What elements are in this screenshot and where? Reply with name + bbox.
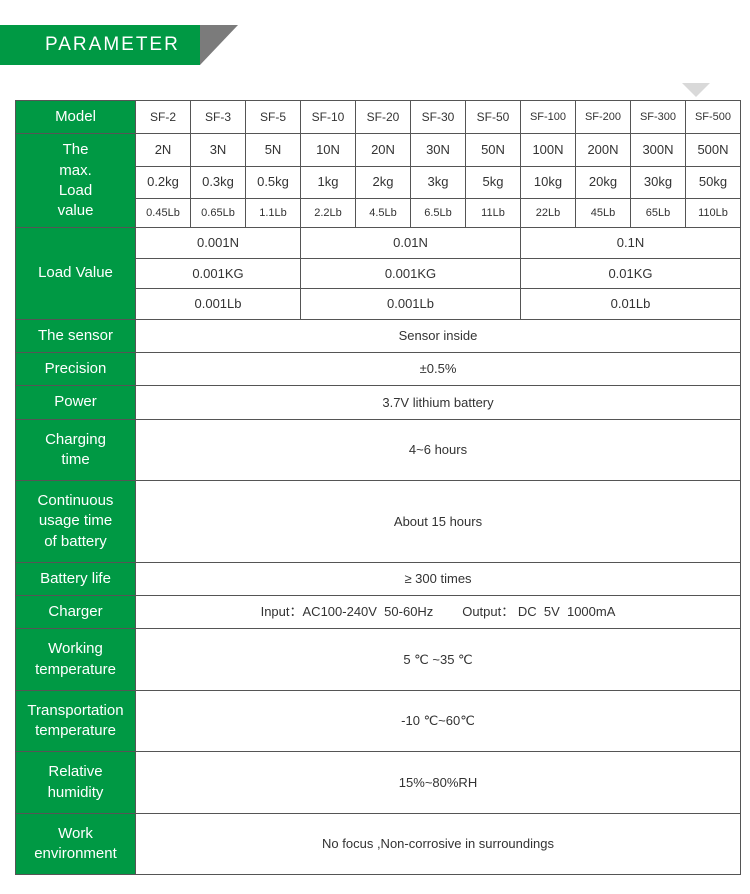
label-power: Power (16, 386, 136, 419)
maxload-lb-2: 1.1Lb (246, 198, 301, 227)
lv-g2-n: 0.01N (301, 228, 521, 259)
model-7: SF-100 (521, 101, 576, 134)
maxload-n-5: 30N (411, 134, 466, 166)
value-battery-life: ≥ 300 times (136, 562, 741, 595)
maxload-lb-7: 22Lb (521, 198, 576, 227)
model-8: SF-200 (576, 101, 631, 134)
maxload-lb-4: 4.5Lb (356, 198, 411, 227)
value-work-env: No focus ,Non-corrosive in surroundings (136, 813, 741, 875)
maxload-lb-3: 2.2Lb (301, 198, 356, 227)
model-6: SF-50 (466, 101, 521, 134)
maxload-kg-3: 1kg (301, 166, 356, 198)
value-rel-humidity: 15%~80%RH (136, 752, 741, 814)
maxload-n-8: 200N (576, 134, 631, 166)
label-charging-time: Chargingtime (16, 419, 136, 481)
maxload-n-3: 10N (301, 134, 356, 166)
maxload-kg-9: 30kg (631, 166, 686, 198)
value-precision: ±0.5% (136, 353, 741, 386)
lv-g3-n: 0.1N (521, 228, 741, 259)
maxload-lb-9: 65Lb (631, 198, 686, 227)
label-battery-life: Battery life (16, 562, 136, 595)
maxload-lb-10: 110Lb (686, 198, 741, 227)
model-1: SF-3 (191, 101, 246, 134)
maxload-kg-2: 0.5kg (246, 166, 301, 198)
maxload-kg-10: 50kg (686, 166, 741, 198)
maxload-lb-8: 45Lb (576, 198, 631, 227)
value-work-temp: 5 ℃ ~35 ℃ (136, 629, 741, 691)
model-0: SF-2 (136, 101, 191, 134)
maxload-kg-6: 5kg (466, 166, 521, 198)
maxload-n-4: 20N (356, 134, 411, 166)
value-charger: Input：AC100-240V 50-60Hz Output： DC 5V 1… (136, 596, 741, 629)
maxload-n-10: 500N (686, 134, 741, 166)
lv-g2-kg: 0.001KG (301, 258, 521, 289)
label-charging-time-text: Chargingtime (20, 430, 131, 471)
label-cont-usage: Continuoususage timeof battery (16, 481, 136, 563)
maxload-kg-7: 10kg (521, 166, 576, 198)
model-2: SF-5 (246, 101, 301, 134)
lv-g1-n: 0.001N (136, 228, 301, 259)
maxload-kg-0: 0.2kg (136, 166, 191, 198)
maxload-n-6: 50N (466, 134, 521, 166)
label-sensor: The sensor (16, 319, 136, 352)
model-4: SF-20 (356, 101, 411, 134)
lv-g1-lb: 0.001Lb (136, 289, 301, 320)
maxload-kg-8: 20kg (576, 166, 631, 198)
label-precision: Precision (16, 353, 136, 386)
maxload-n-2: 5N (246, 134, 301, 166)
header-banner: PARAMETER (0, 25, 750, 65)
header-title: PARAMETER (0, 25, 200, 65)
maxload-kg-5: 3kg (411, 166, 466, 198)
lv-g3-lb: 0.01Lb (521, 289, 741, 320)
label-max-load-text: Themax.Loadvalue (18, 140, 133, 221)
maxload-n-1: 3N (191, 134, 246, 166)
label-rel-humidity-text: Relativehumidity (20, 762, 131, 803)
maxload-lb-6: 11Lb (466, 198, 521, 227)
maxload-lb-5: 6.5Lb (411, 198, 466, 227)
header-slash (200, 25, 238, 65)
value-sensor: Sensor inside (136, 319, 741, 352)
maxload-n-9: 300N (631, 134, 686, 166)
lv-g1-kg: 0.001KG (136, 258, 301, 289)
label-model: Model (16, 101, 136, 134)
maxload-kg-1: 0.3kg (191, 166, 246, 198)
model-9: SF-300 (631, 101, 686, 134)
maxload-n-7: 100N (521, 134, 576, 166)
model-5: SF-30 (411, 101, 466, 134)
parameter-table: Model SF-2 SF-3 SF-5 SF-10 SF-20 SF-30 S… (15, 100, 741, 875)
label-work-env: Workenvironment (16, 813, 136, 875)
label-trans-temp: Transportationtemperature (16, 690, 136, 752)
maxload-n-0: 2N (136, 134, 191, 166)
value-cont-usage: About 15 hours (136, 481, 741, 563)
label-work-temp: Workingtemperature (16, 629, 136, 691)
label-charger: Charger (16, 596, 136, 629)
value-trans-temp: -10 ℃~60℃ (136, 690, 741, 752)
maxload-kg-4: 2kg (356, 166, 411, 198)
label-trans-temp-text: Transportationtemperature (20, 701, 131, 742)
value-power: 3.7V lithium battery (136, 386, 741, 419)
corner-arrow-icon (682, 83, 710, 97)
maxload-lb-0: 0.45Lb (136, 198, 191, 227)
label-max-load: Themax.Loadvalue (16, 134, 136, 228)
label-rel-humidity: Relativehumidity (16, 752, 136, 814)
lv-g2-lb: 0.001Lb (301, 289, 521, 320)
value-charging-time: 4~6 hours (136, 419, 741, 481)
label-cont-usage-text: Continuoususage timeof battery (20, 491, 131, 552)
maxload-lb-1: 0.65Lb (191, 198, 246, 227)
label-load-value: Load Value (16, 228, 136, 320)
label-work-env-text: Workenvironment (20, 824, 131, 865)
label-work-temp-text: Workingtemperature (20, 639, 131, 680)
lv-g3-kg: 0.01KG (521, 258, 741, 289)
model-3: SF-10 (301, 101, 356, 134)
model-10: SF-500 (686, 101, 741, 134)
